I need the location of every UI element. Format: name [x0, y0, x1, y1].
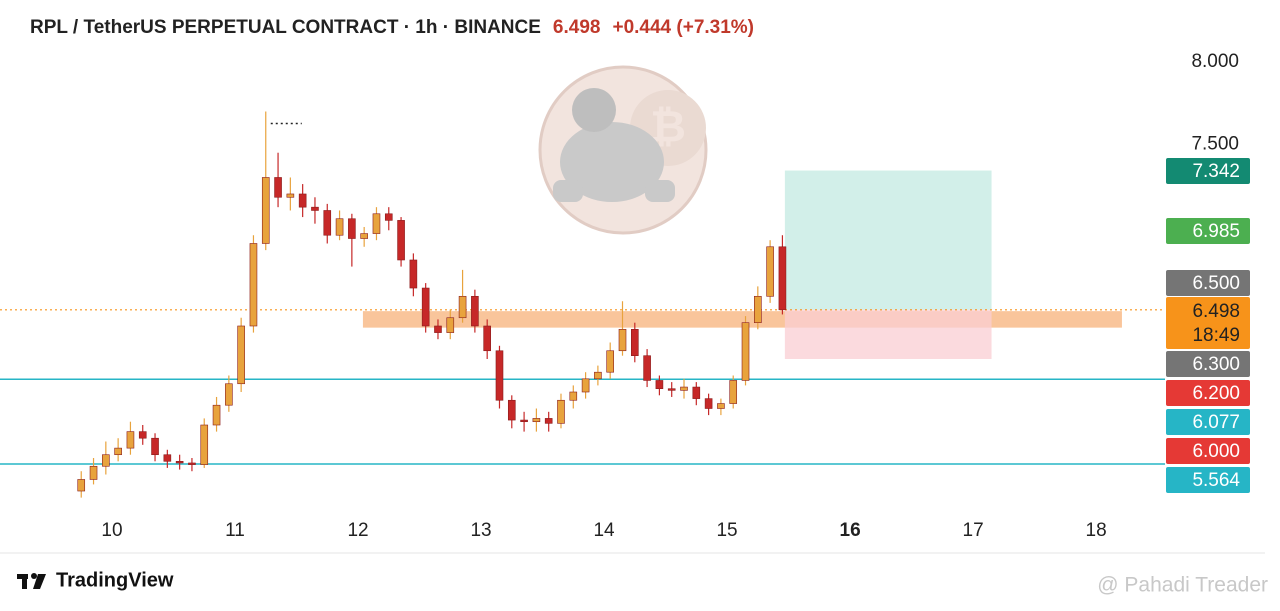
- candle-body: [261, 177, 270, 244]
- x-tick-label: 16: [840, 520, 861, 541]
- price-badge-label: 6.077: [1192, 412, 1240, 433]
- chart-title: RPL / TetherUS PERPETUAL CONTRACT · 1h ·…: [30, 17, 541, 38]
- candle-body: [384, 213, 393, 221]
- header-change: +0.444 (+7.31%): [612, 17, 754, 38]
- price-badge: [1166, 380, 1250, 406]
- x-tick-label: 12: [347, 520, 368, 541]
- candle-body: [89, 465, 98, 480]
- candle-body: [532, 418, 541, 423]
- price-badge: [1166, 270, 1250, 296]
- candle-body: [126, 431, 135, 449]
- watermark: @ Pahadi Treader: [1097, 574, 1268, 597]
- candle-body: [643, 355, 651, 381]
- price-badge-label: 6.200: [1192, 383, 1240, 404]
- price-badge: [1166, 467, 1250, 493]
- candle-body: [581, 378, 590, 393]
- x-tick-label: 11: [225, 520, 245, 541]
- candle-body: [409, 259, 418, 289]
- price-badge-label: 6.300: [1192, 354, 1240, 375]
- candle-body: [692, 386, 701, 399]
- price-badge-label: 6.498: [1192, 301, 1240, 322]
- candle-body: [754, 295, 762, 323]
- candle-body: [360, 233, 368, 239]
- candle-body: [655, 380, 664, 390]
- candle-body: [77, 479, 86, 492]
- candle-body: [212, 404, 221, 426]
- candle-body: [249, 243, 258, 327]
- price-badge: [1166, 409, 1250, 435]
- x-tick-label: 18: [1086, 520, 1107, 541]
- candle-body: [163, 454, 172, 462]
- candle-body: [569, 391, 578, 401]
- candle-body: [138, 431, 147, 439]
- candle-body: [594, 371, 602, 380]
- candle-body: [298, 193, 307, 208]
- price-badge-label: 6.500: [1192, 273, 1240, 294]
- candle-body: [397, 220, 405, 261]
- brand-logo: [17, 573, 46, 589]
- candle-body: [421, 287, 430, 327]
- price-badge: [1166, 158, 1250, 184]
- price-badge-label: 6.985: [1192, 221, 1240, 242]
- candle-body: [114, 447, 122, 456]
- candle-body: [717, 403, 725, 409]
- candle-body: [458, 295, 467, 319]
- price-badge: [1166, 438, 1250, 464]
- candle-body: [741, 322, 750, 381]
- y-tick-label: 7.500: [1191, 133, 1239, 154]
- logo: ₿: [538, 65, 708, 235]
- candle-body: [544, 418, 553, 424]
- candle-body: [286, 193, 295, 198]
- candle-body: [618, 328, 627, 352]
- candle-body: [495, 350, 504, 401]
- candle-body: [766, 246, 774, 297]
- price-badge-label: 5.564: [1192, 470, 1240, 491]
- candle-body: [446, 317, 455, 333]
- x-tick-label: 10: [101, 520, 122, 541]
- candle-body: [631, 328, 639, 356]
- candle-body: [680, 386, 688, 391]
- x-tick-label: 15: [716, 520, 737, 541]
- candle-body: [471, 295, 479, 327]
- candle-body: [557, 399, 565, 424]
- candle-body: [778, 246, 787, 311]
- x-tick-label: 17: [963, 520, 984, 541]
- x-tick-label: 13: [470, 520, 491, 541]
- candle-body: [237, 325, 245, 385]
- candle-body: [225, 383, 233, 406]
- price-badge-label: 6.000: [1192, 441, 1240, 462]
- stop-area: [784, 309, 992, 359]
- candle-body: [175, 461, 184, 464]
- header-price: 6.498: [553, 17, 601, 38]
- candle-body: [729, 380, 738, 404]
- candle-body: [335, 218, 344, 236]
- candle-body: [102, 454, 110, 467]
- candle-body: [520, 419, 528, 423]
- candle-body: [348, 218, 356, 239]
- price-badge: [1166, 218, 1250, 244]
- candle-body: [704, 398, 713, 409]
- countdown: 18:49: [1192, 325, 1240, 346]
- candle-body: [311, 206, 319, 211]
- candle-body: [667, 388, 676, 391]
- candle-body: [606, 350, 614, 373]
- candle-body: [200, 424, 209, 465]
- candle-body: [274, 177, 282, 198]
- candle-body: [507, 399, 516, 421]
- price-badge-label: 7.342: [1192, 161, 1240, 182]
- y-tick-label: 8.000: [1191, 51, 1239, 72]
- target-area: [784, 170, 992, 310]
- candle-body: [323, 210, 332, 236]
- candle-body: [372, 213, 381, 234]
- price-badge: [1166, 351, 1250, 377]
- x-tick-label: 14: [593, 520, 615, 541]
- brand: TradingView: [56, 569, 174, 591]
- price-badge: [1166, 297, 1250, 349]
- candle-body: [483, 325, 491, 352]
- candle-body: [434, 325, 442, 333]
- candle-body: [151, 437, 159, 456]
- candle-body: [188, 462, 196, 465]
